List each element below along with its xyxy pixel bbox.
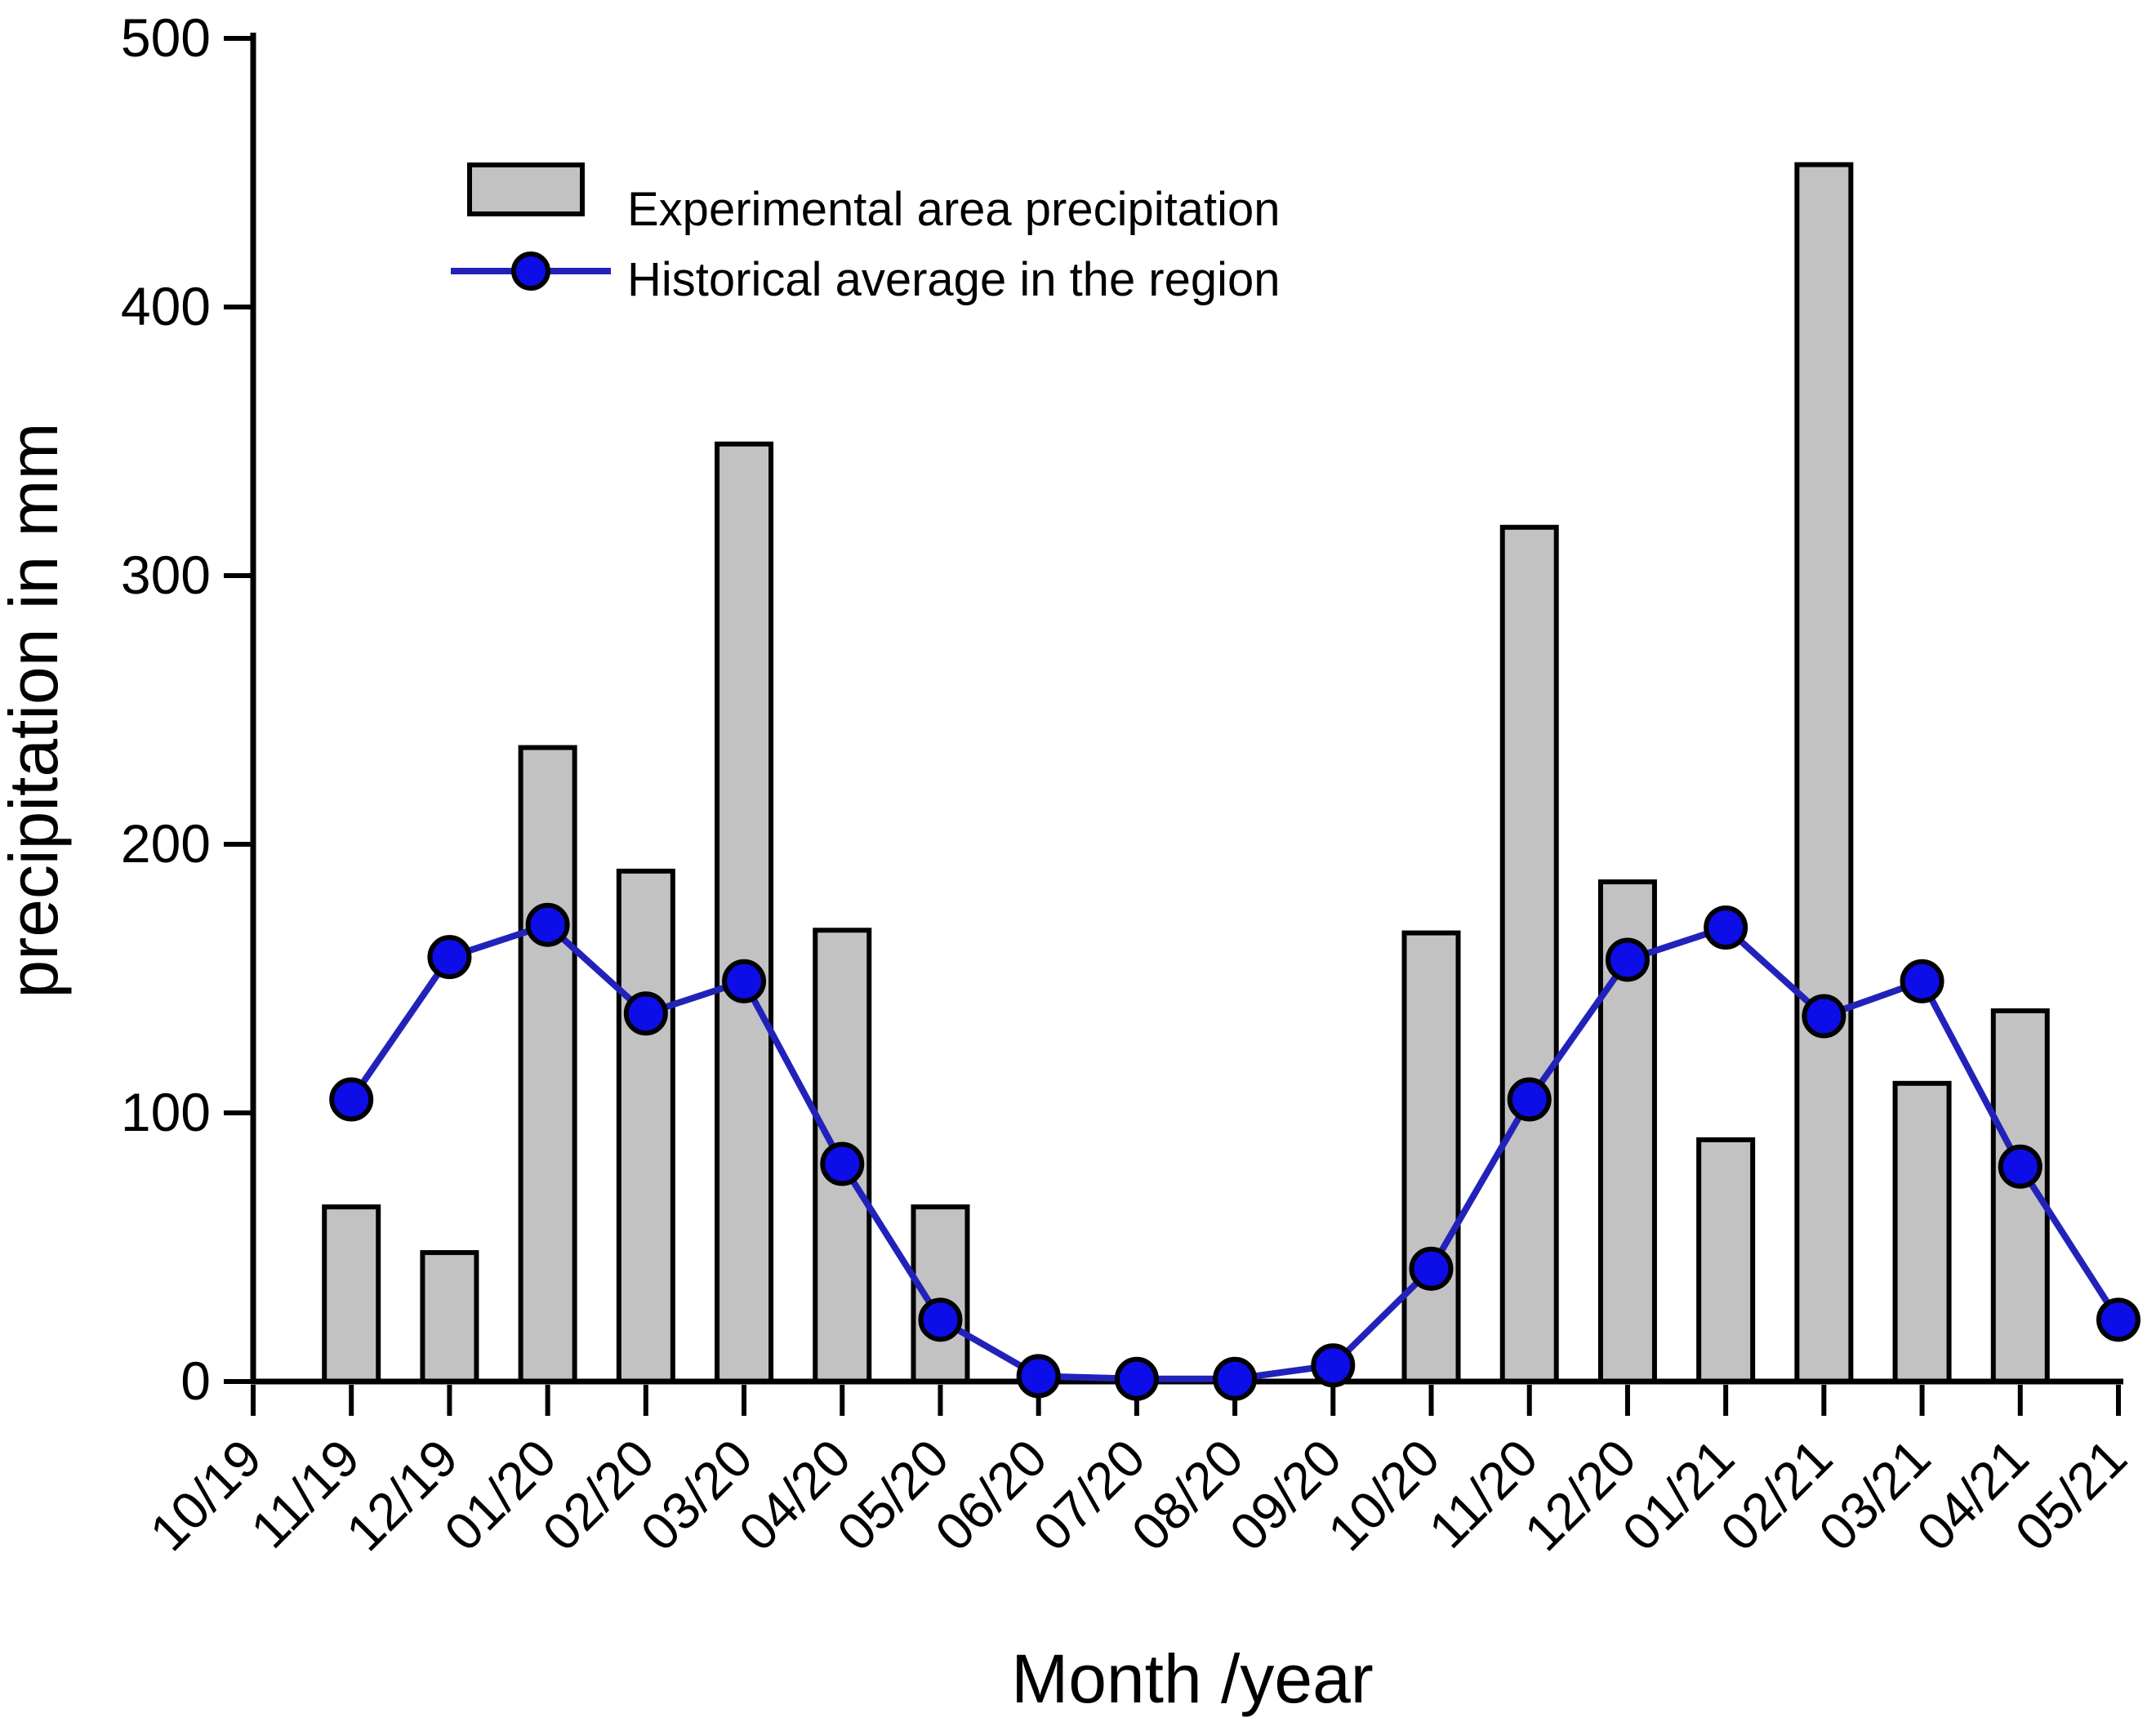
- x-tick-label-05/21: 05/21: [2004, 1428, 2138, 1562]
- x-tick-label-01/21: 01/21: [1611, 1428, 1745, 1562]
- x-tick-label-11/19: 11/19: [239, 1428, 371, 1560]
- bar-01/20: [518, 745, 577, 1384]
- bar-02/20: [616, 868, 675, 1384]
- legend-label-line: Historical average in the region: [627, 253, 1281, 306]
- marker-03/20: [722, 959, 767, 1003]
- marker-06/20: [1016, 1354, 1061, 1399]
- y-tick-label-400: 400: [121, 276, 211, 336]
- y-tick-label-100: 100: [121, 1082, 211, 1142]
- x-tick-label-02/21: 02/21: [1709, 1428, 1843, 1562]
- bar-12/19: [420, 1250, 479, 1384]
- y-tick-label-300: 300: [121, 545, 211, 605]
- bar-11/19: [322, 1204, 381, 1385]
- bar-01/21: [1696, 1137, 1756, 1385]
- x-tick-label-02/20: 02/20: [532, 1428, 666, 1562]
- marker-07/20: [1114, 1356, 1159, 1401]
- marker-03/21: [1900, 959, 1944, 1003]
- x-tick-label-04/21: 04/21: [1906, 1428, 2040, 1562]
- x-tick-label-03/21: 03/21: [1807, 1428, 1941, 1562]
- marker-10/20: [1409, 1246, 1454, 1291]
- x-tick-label-06/20: 06/20: [924, 1428, 1058, 1562]
- legend-marker-swatch: [511, 251, 550, 291]
- x-tick-label-01/20: 01/20: [433, 1428, 567, 1562]
- marker-04/21: [1998, 1144, 2042, 1189]
- x-tick-label-10/19: 10/19: [139, 1428, 273, 1562]
- x-axis-title: Month /year: [1011, 1640, 1374, 1717]
- legend-label-bars: Experimental area precipitation: [627, 183, 1281, 236]
- marker-05/21: [2096, 1297, 2140, 1342]
- marker-11/19: [329, 1077, 374, 1122]
- x-tick-label-09/20: 09/20: [1218, 1428, 1352, 1562]
- marker-09/20: [1311, 1343, 1356, 1388]
- x-tick-label-04/20: 04/20: [728, 1428, 862, 1562]
- bar-03/21: [1892, 1080, 1952, 1385]
- y-axis-title: precipitation in mm: [0, 423, 72, 999]
- x-tick-label-12/20: 12/20: [1513, 1428, 1647, 1562]
- marker-01/21: [1704, 905, 1748, 950]
- x-tick-label-07/20: 07/20: [1022, 1428, 1156, 1562]
- x-tick-label-12/19: 12/19: [335, 1428, 469, 1562]
- x-tick-label-11/20: 11/20: [1418, 1428, 1549, 1560]
- marker-02/20: [623, 991, 668, 1036]
- x-tick-label-10/20: 10/20: [1316, 1428, 1450, 1562]
- x-tick-label-05/20: 05/20: [826, 1428, 960, 1562]
- bar-10/20: [1401, 930, 1461, 1384]
- y-tick-label-200: 200: [121, 813, 211, 874]
- marker-05/20: [918, 1297, 963, 1342]
- y-tick-label-0: 0: [180, 1350, 211, 1411]
- marker-12/20: [1605, 937, 1650, 982]
- marker-08/20: [1213, 1356, 1258, 1401]
- y-tick-label-500: 500: [121, 7, 211, 68]
- marker-12/19: [427, 935, 472, 980]
- bar-11/20: [1499, 524, 1559, 1384]
- x-tick-label-03/20: 03/20: [630, 1428, 764, 1562]
- marker-01/20: [525, 902, 570, 947]
- historical-average-line: [348, 921, 2122, 1382]
- bar-03/20: [715, 441, 774, 1384]
- x-tick-label-08/20: 08/20: [1120, 1428, 1254, 1562]
- marker-02/21: [1802, 994, 1846, 1039]
- bar-02/21: [1794, 162, 1854, 1384]
- marker-04/20: [820, 1141, 865, 1186]
- marker-11/20: [1507, 1077, 1552, 1122]
- legend-bar-swatch: [467, 162, 585, 216]
